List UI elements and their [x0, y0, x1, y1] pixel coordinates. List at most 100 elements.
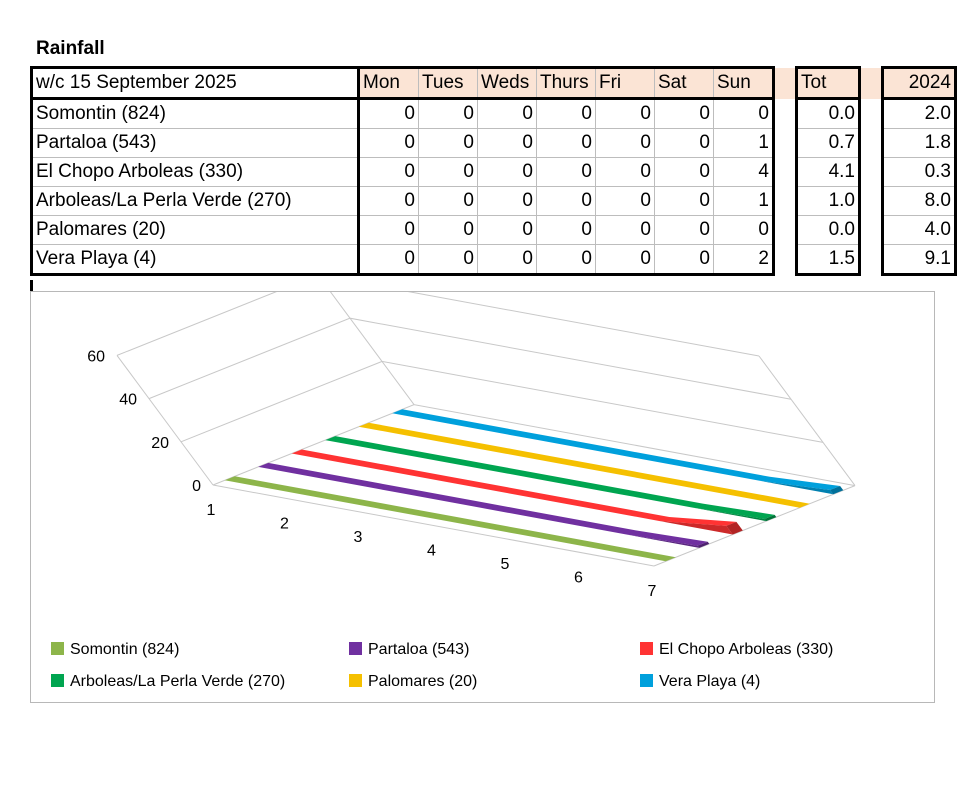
day-header: Weds [477, 66, 537, 100]
x-tick-label: 5 [501, 556, 510, 573]
rain-value-cell: 0 [536, 215, 596, 245]
legend-label: Partaloa (543) [368, 641, 469, 658]
rain-value-cell: 0 [418, 128, 478, 158]
series-end-cap [764, 514, 777, 522]
legend-swatch [349, 674, 362, 687]
total-cell: 4.1 [795, 157, 861, 187]
x-tick-label: 7 [648, 583, 657, 600]
rain-value-cell: 0 [713, 98, 774, 129]
rain-value-cell: 0 [477, 98, 537, 129]
floor-edge [653, 485, 856, 567]
legend-swatch [51, 642, 64, 655]
column-gap [772, 244, 798, 275]
page-title: Rainfall [36, 38, 105, 59]
column-gap [772, 98, 798, 129]
gridline [116, 274, 760, 357]
y-tick-label: 40 [119, 392, 137, 409]
wall-edge [317, 274, 415, 405]
rain-value-cell: 0 [595, 215, 655, 245]
series-ribbon [258, 462, 708, 546]
wall-edge [116, 355, 214, 486]
y-tick-label: 0 [192, 478, 201, 495]
rain-value-cell: 0 [477, 186, 537, 216]
legend-swatch [349, 642, 362, 655]
column-gap [772, 67, 798, 99]
rain-value-cell: 0 [595, 128, 655, 158]
rain-value-cell: 0 [477, 157, 537, 187]
prev-year-cell: 9.1 [881, 244, 957, 276]
table-row: Arboleas/La Perla Verde (270) 0 0 0 0 0 0 1 1.0 8… [30, 186, 957, 216]
series-front-face [392, 413, 834, 495]
day-header: Fri [595, 66, 655, 100]
rainfall-table: w/c 15 September 2025 Mon Tues Weds Thurs Fri… [30, 66, 957, 276]
x-tick-label: 3 [354, 529, 363, 546]
column-gap [858, 128, 884, 158]
day-header: Mon [358, 66, 419, 100]
total-cell: 1.5 [795, 244, 861, 276]
legend-label: Arboleas/La Perla Verde (270) [70, 673, 285, 690]
legend-swatch [640, 642, 653, 655]
column-gap [858, 98, 884, 129]
day-header: Tues [418, 66, 478, 100]
wall-edge [758, 355, 856, 486]
day-header: Thurs [536, 66, 596, 100]
total-cell: 0.0 [795, 215, 861, 245]
column-gap [858, 215, 884, 245]
table-row: Palomares (20) 0 0 0 0 0 0 0 0.0 4.0 [30, 215, 957, 245]
rain-value-cell: 2 [713, 244, 774, 276]
table-row: El Chopo Arboleas (330) 0 0 0 0 0 0 4 4.1 0.3 [30, 157, 957, 187]
series-ribbon [392, 409, 841, 490]
rain-value-cell: 0 [477, 244, 537, 276]
rain-value-cell: 0 [536, 128, 596, 158]
rain-value-cell: 0 [358, 128, 419, 158]
y-tick-label: 20 [151, 435, 169, 452]
column-gap [772, 157, 798, 187]
legend-label: Vera Playa (4) [659, 673, 760, 690]
rain-value-cell: 0 [536, 244, 596, 276]
column-gap [772, 128, 798, 158]
total-header: Tot [795, 66, 861, 100]
series-end-cap [726, 521, 743, 535]
rain-value-cell: 0 [536, 157, 596, 187]
rain-value-cell: 0 [418, 244, 478, 276]
legend-label: El Chopo Arboleas (330) [659, 641, 833, 658]
column-gap [772, 215, 798, 245]
rain-value-cell: 0 [358, 157, 419, 187]
legend-swatch [51, 674, 64, 687]
gridline [148, 317, 792, 400]
location-cell: Vera Playa (4) [30, 244, 360, 276]
rain-value-cell: 0 [418, 157, 478, 187]
series-ribbon [291, 449, 737, 526]
gridline [212, 404, 856, 487]
rain-value-cell: 0 [358, 215, 419, 245]
day-header: Sat [654, 66, 714, 100]
rain-value-cell: 4 [713, 157, 774, 187]
column-gap [858, 67, 884, 99]
x-tick-label: 6 [574, 570, 583, 587]
series-ribbon [224, 476, 676, 562]
series-end-cap [697, 541, 710, 548]
column-gap [858, 186, 884, 216]
rain-value-cell: 0 [595, 186, 655, 216]
day-header: Sun [713, 66, 774, 100]
rain-value-cell: 0 [477, 128, 537, 158]
week-label: w/c 15 September 2025 [30, 66, 360, 100]
location-cell: Somontin (824) [30, 98, 360, 129]
rain-value-cell: 0 [654, 128, 714, 158]
rain-value-cell: 0 [418, 215, 478, 245]
series-ribbon [358, 422, 810, 508]
year-header: 2024 [881, 66, 957, 100]
table-row: Vera Playa (4) 0 0 0 0 0 0 2 1.5 9.1 [30, 244, 957, 276]
x-tick-label: 4 [427, 543, 436, 560]
rain-value-cell: 0 [654, 157, 714, 187]
rain-value-cell: 0 [358, 186, 419, 216]
prev-year-cell: 0.3 [881, 157, 957, 187]
total-cell: 1.0 [795, 186, 861, 216]
legend-label: Somontin (824) [70, 641, 179, 658]
rain-value-cell: 0 [654, 215, 714, 245]
y-tick-label: 60 [87, 348, 105, 365]
legend-swatch [640, 674, 653, 687]
rain-value-cell: 0 [654, 244, 714, 276]
total-cell: 0.7 [795, 128, 861, 158]
rain-value-cell: 0 [654, 186, 714, 216]
